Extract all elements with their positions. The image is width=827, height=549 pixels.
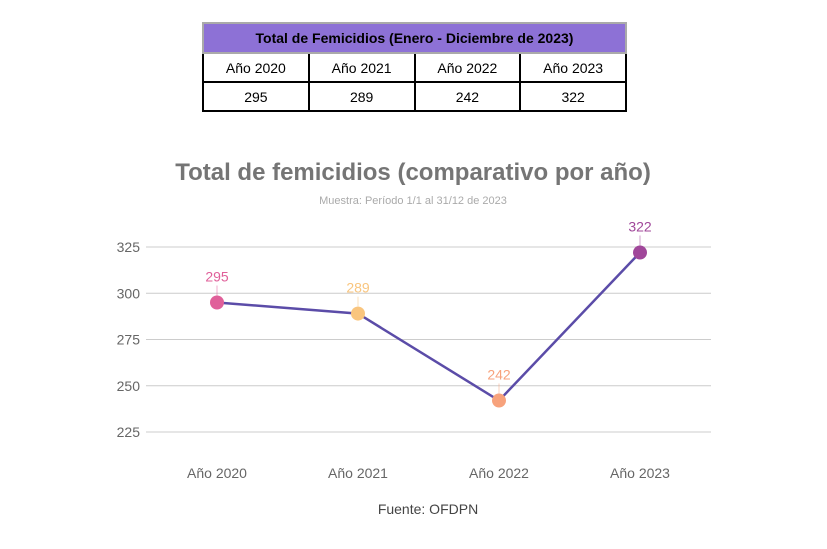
x-tick-label: Año 2023: [610, 465, 670, 481]
table-value-cell: 322: [519, 81, 627, 112]
data-point: [351, 306, 365, 321]
y-tick-label: 325: [117, 239, 141, 255]
data-label: 289: [346, 280, 370, 296]
table-title: Total de Femicidios (Enero - Diciembre d…: [202, 22, 627, 54]
table-title-row: Total de Femicidios (Enero - Diciembre d…: [202, 22, 627, 54]
data-point: [210, 295, 224, 310]
x-tick-label: Año 2020: [187, 465, 247, 481]
summary-table: Total de Femicidios (Enero - Diciembre d…: [202, 22, 627, 112]
summary-table-container: Total de Femicidios (Enero - Diciembre d…: [202, 22, 627, 112]
data-label: 322: [628, 219, 652, 235]
table-header-cell: Año 2021: [307, 52, 416, 83]
y-tick-label: 225: [117, 424, 141, 440]
y-tick-label: 275: [117, 332, 141, 348]
table-value-cell: 289: [307, 81, 416, 112]
data-label: 242: [487, 367, 511, 383]
data-point: [633, 245, 647, 260]
chart-source: Fuente: OFDPN: [378, 501, 478, 517]
data-label: 295: [205, 269, 229, 285]
y-tick-label: 300: [117, 285, 141, 301]
x-tick-label: Año 2022: [469, 465, 529, 481]
chart-title: Total de femicidios (comparativo por año…: [175, 159, 651, 186]
table-header-cell: Año 2020: [202, 52, 310, 83]
table-value-row: 295 289 242 322: [202, 81, 627, 112]
y-tick-label: 250: [117, 378, 141, 394]
table-value-cell: 295: [202, 81, 310, 112]
chart-subtitle: Muestra: Período 1/1 al 31/12 de 2023: [319, 195, 507, 207]
series-line: [216, 251, 641, 403]
table-value-cell: 242: [413, 81, 522, 112]
table-header-row: Año 2020 Año 2021 Año 2022 Año 2023: [202, 52, 627, 83]
data-point: [492, 393, 506, 408]
x-tick-label: Año 2021: [328, 465, 388, 481]
line-chart: Total de femicidios (comparativo por año…: [117, 159, 711, 517]
table-header-cell: Año 2023: [519, 52, 627, 83]
table-header-cell: Año 2022: [413, 52, 522, 83]
